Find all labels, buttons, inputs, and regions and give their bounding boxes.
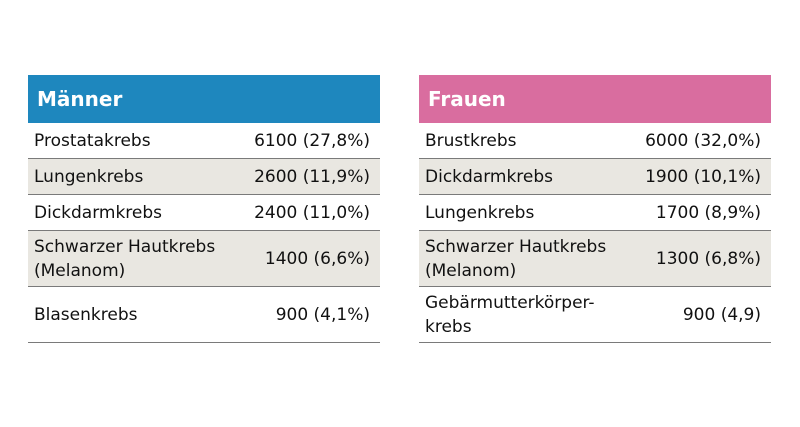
- men-panel: Männer Prostatakrebs 6100 (27,8%) Lungen…: [28, 75, 380, 343]
- cancer-type: Lungenkrebs: [425, 202, 535, 223]
- table-row: Schwarzer Hautkrebs (Melanom) 1300 (6,8%…: [419, 231, 771, 287]
- table-row: Dickdarmkrebs 2400 (11,0%): [28, 195, 380, 231]
- cancer-type: Prostatakrebs: [34, 130, 151, 151]
- cancer-type: Lungenkrebs: [34, 166, 144, 187]
- case-count: 900 (4,9): [682, 304, 761, 325]
- case-count: 2400 (11,0%): [254, 202, 370, 223]
- cancer-type: Blasenkrebs: [34, 304, 138, 325]
- table-row: Lungenkrebs 2600 (11,9%): [28, 159, 380, 195]
- table-row: Brustkrebs 6000 (32,0%): [419, 123, 771, 159]
- case-count: 900 (4,1%): [275, 304, 370, 325]
- table-row: Schwarzer Hautkrebs (Melanom) 1400 (6,6%…: [28, 231, 380, 287]
- cancer-type: Dickdarmkrebs: [34, 202, 163, 223]
- case-count: 1900 (10,1%): [645, 166, 761, 187]
- case-count: 2600 (11,9%): [254, 166, 370, 187]
- case-count: 6000 (32,0%): [645, 130, 761, 151]
- case-count: 1700 (8,9%): [655, 202, 761, 223]
- cancer-type: Schwarzer Hautkrebs (Melanom): [425, 236, 607, 281]
- women-panel: Frauen Brustkrebs 6000 (32,0%) Dickdarmk…: [419, 75, 771, 343]
- case-count: 1300 (6,8%): [655, 248, 761, 269]
- table-row: Gebärmutterkörper- krebs 900 (4,9): [419, 287, 771, 343]
- cancer-type: Dickdarmkrebs: [425, 166, 554, 187]
- case-count: 1400 (6,6%): [264, 248, 370, 269]
- table-row: Lungenkrebs 1700 (8,9%): [419, 195, 771, 231]
- table-row: Blasenkrebs 900 (4,1%): [28, 287, 380, 343]
- table-row: Dickdarmkrebs 1900 (10,1%): [419, 159, 771, 195]
- table-row: Prostatakrebs 6100 (27,8%): [28, 123, 380, 159]
- case-count: 6100 (27,8%): [254, 130, 370, 151]
- cancer-type: Gebärmutterkörper- krebs: [425, 292, 595, 337]
- women-header: Frauen: [419, 75, 771, 123]
- cancer-type: Brustkrebs: [425, 130, 517, 151]
- men-header: Männer: [28, 75, 380, 123]
- cancer-type: Schwarzer Hautkrebs (Melanom): [34, 236, 216, 281]
